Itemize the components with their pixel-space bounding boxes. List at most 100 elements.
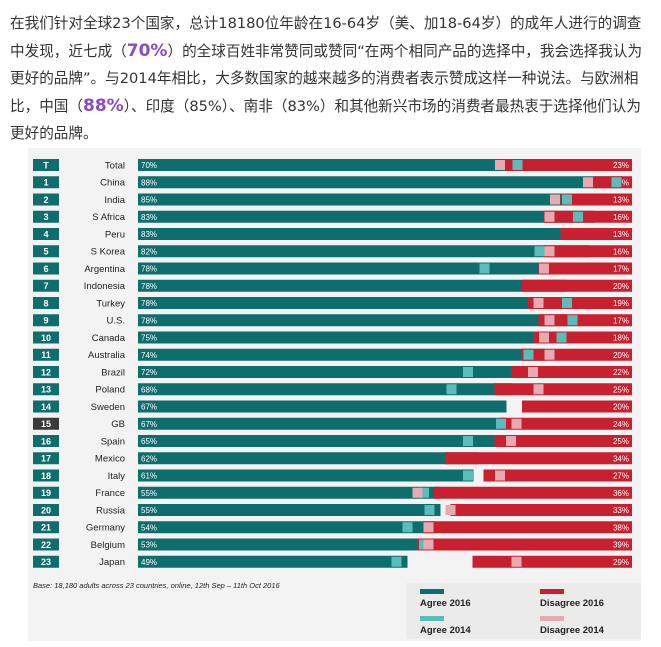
bar-agree-2016-mexico bbox=[138, 452, 479, 465]
value-agree-peru: 83% bbox=[141, 230, 157, 239]
marker-disagree-2014-russia bbox=[445, 505, 456, 515]
rank-box-brazil bbox=[33, 366, 59, 378]
legend-swatch-disagree-2014 bbox=[540, 616, 564, 621]
rank-box-turkey bbox=[33, 297, 59, 309]
marker-agree-2014-japan bbox=[391, 556, 402, 567]
value-disagree-argentina: 17% bbox=[613, 265, 629, 274]
value-disagree-canada: 18% bbox=[613, 334, 629, 343]
marker-disagree-2014-s-korea bbox=[544, 246, 555, 257]
value-disagree-total: 23% bbox=[613, 161, 629, 170]
bar-disagree-2016-japan bbox=[472, 555, 632, 568]
rank-box-spain bbox=[33, 435, 59, 447]
highlight-70: 70% bbox=[126, 40, 168, 61]
rank-box-india bbox=[33, 193, 59, 206]
value-agree-japan: 49% bbox=[141, 558, 157, 567]
marker-disagree-2014-brazil bbox=[528, 367, 538, 377]
rank-box-russia bbox=[33, 504, 59, 516]
value-disagree-russia: 33% bbox=[613, 506, 629, 515]
rank-box-belgium bbox=[33, 538, 59, 551]
rank-box-sweden bbox=[33, 400, 59, 413]
rank-label-peru: 4 bbox=[43, 229, 48, 239]
rank-label-japan: 23 bbox=[41, 557, 51, 567]
value-agree-australia: 74% bbox=[141, 351, 157, 360]
category-label-total: Total bbox=[105, 160, 125, 171]
category-label-france: France bbox=[95, 488, 125, 499]
marker-disagree-2014-canada bbox=[539, 332, 549, 343]
rank-label-spain: 16 bbox=[41, 436, 51, 446]
bar-agree-2016-belgium bbox=[138, 538, 430, 551]
category-label-argentina: Argentina bbox=[84, 264, 125, 275]
value-disagree-australia: 20% bbox=[613, 351, 629, 360]
value-agree-india: 85% bbox=[141, 196, 157, 205]
category-label-china: China bbox=[100, 178, 126, 189]
value-disagree-china: 7% bbox=[617, 178, 629, 187]
value-disagree-s-africa: 16% bbox=[613, 213, 629, 222]
article-part-3: ）、印度（85%）、南非（83%）和其他新兴市场的消费者最热衷于选择他们认为更好… bbox=[10, 97, 641, 143]
marker-agree-2014-russia bbox=[424, 505, 435, 515]
bar-disagree-2016-russia bbox=[450, 504, 632, 516]
value-disagree-indonesia: 20% bbox=[613, 282, 629, 291]
rank-box-japan bbox=[33, 555, 59, 568]
rank-label-india: 2 bbox=[43, 195, 48, 205]
value-disagree-italy: 27% bbox=[613, 472, 629, 481]
value-disagree-belgium: 39% bbox=[613, 541, 629, 550]
legend-label-disagree-2014: Disagree 2014 bbox=[540, 625, 605, 636]
value-agree-u-s-: 78% bbox=[141, 316, 157, 325]
rank-label-brazil: 12 bbox=[41, 367, 51, 377]
bar-agree-2016-italy bbox=[138, 469, 474, 482]
value-disagree-spain: 25% bbox=[613, 437, 629, 446]
marker-disagree-2014-belgium bbox=[423, 539, 434, 550]
bar-disagree-2016-poland bbox=[494, 383, 632, 396]
rank-box-s-africa bbox=[33, 210, 59, 223]
marker-disagree-2014-poland bbox=[533, 384, 544, 395]
value-agree-canada: 75% bbox=[141, 334, 157, 343]
marker-agree-2014-poland bbox=[446, 384, 457, 395]
bar-agree-2016-s-africa bbox=[138, 210, 595, 223]
article-text: 在我们针对全球23个国家，总计18180位年龄在16-64岁（美、加18-64岁… bbox=[10, 10, 650, 148]
bar-disagree-2016-italy bbox=[483, 469, 632, 482]
value-agree-russia: 55% bbox=[141, 506, 157, 515]
article-part-2: ）的全球百姓非常赞同或赞同“在两个相同产品的选择中，我会选择我认为更好的品牌”。… bbox=[10, 42, 643, 115]
marker-agree-2014-india bbox=[562, 194, 572, 205]
category-label-s-africa: S Africa bbox=[92, 212, 125, 223]
rank-label-s-africa: 3 bbox=[43, 212, 48, 222]
value-disagree-u-s-: 17% bbox=[613, 316, 629, 325]
value-agree-total: 70% bbox=[141, 161, 157, 170]
diverging-bar-chart: T Total 70% 23% 1 China 88% 7% 2 India 85% 13% 3 S Af… bbox=[33, 159, 641, 639]
marker-agree-2014-australia bbox=[523, 349, 534, 360]
marker-disagree-2014-italy bbox=[495, 470, 505, 481]
marker-disagree-2014-australia bbox=[544, 349, 555, 360]
value-agree-turkey: 78% bbox=[141, 299, 157, 308]
marker-disagree-2014-u-s- bbox=[544, 315, 555, 326]
rank-box-canada bbox=[33, 331, 59, 344]
rank-box-china bbox=[33, 176, 59, 189]
marker-agree-2014-argentina bbox=[479, 263, 490, 274]
bar-agree-2016-turkey bbox=[138, 297, 567, 309]
bar-disagree-2016-peru bbox=[560, 228, 632, 240]
rank-label-indonesia: 7 bbox=[43, 281, 48, 291]
category-label-turkey: Turkey bbox=[96, 298, 125, 309]
rank-box-mexico bbox=[33, 452, 59, 465]
marker-agree-2014-germany bbox=[402, 522, 413, 533]
highlight-88: 88% bbox=[82, 95, 124, 116]
category-label-sweden: Sweden bbox=[91, 402, 125, 413]
category-label-australia: Australia bbox=[88, 350, 126, 361]
legend-swatch-agree-2014 bbox=[420, 616, 444, 621]
marker-agree-2014-gb bbox=[496, 418, 506, 429]
value-agree-italy: 61% bbox=[141, 472, 157, 481]
legend-swatch-agree-2016 bbox=[420, 589, 444, 594]
value-agree-s-africa: 83% bbox=[141, 213, 157, 222]
rank-label-germany: 21 bbox=[41, 523, 51, 533]
value-disagree-poland: 25% bbox=[613, 385, 629, 394]
marker-disagree-2014-india bbox=[550, 194, 560, 205]
rank-label-canada: 10 bbox=[41, 333, 51, 343]
chart-rows: T Total 70% 23% 1 China 88% 7% 2 India 85% 13% 3 S Af… bbox=[33, 159, 632, 568]
bar-disagree-2016-belgium bbox=[417, 538, 632, 551]
marker-disagree-2014-argentina bbox=[539, 263, 549, 274]
bar-disagree-2016-indonesia bbox=[522, 279, 632, 292]
bar-agree-2016-gb bbox=[138, 417, 507, 430]
rank-box-s-korea bbox=[33, 245, 59, 258]
legend-label-agree-2014: Agree 2014 bbox=[420, 625, 471, 636]
value-agree-brazil: 72% bbox=[141, 368, 157, 377]
bar-agree-2016-china bbox=[138, 176, 622, 189]
